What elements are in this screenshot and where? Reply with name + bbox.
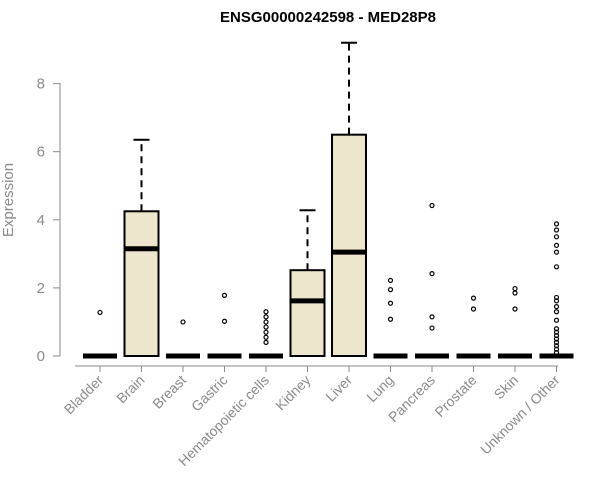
box-group [498, 285, 532, 359]
outlier-point [512, 285, 518, 292]
outlier-point [553, 304, 560, 310]
outlier-point [263, 329, 269, 335]
outlier-point [387, 287, 394, 293]
outlier-point [553, 326, 560, 332]
box-iqr [331, 133, 367, 357]
outlier-point [387, 277, 394, 284]
y-tick-label: 0 [37, 348, 45, 365]
outlier-point [553, 294, 560, 301]
x-tick-label: Lung [363, 372, 396, 405]
outlier-point [553, 227, 560, 233]
outlier-point [429, 202, 435, 209]
x-tick-label: Breast [149, 372, 189, 412]
outlier-point [263, 324, 269, 330]
outlier-point [221, 292, 228, 298]
outlier-point [429, 270, 435, 277]
box-group [166, 319, 200, 359]
y-tick-label: 8 [37, 76, 45, 93]
boxes-layer [83, 41, 574, 359]
x-tick-label: Unknown / Other [477, 372, 563, 458]
outlier-point [512, 306, 518, 312]
x-tick-label: Liver [322, 372, 355, 405]
outlier-point [553, 221, 560, 227]
y-ticks: 0 2 4 6 8 [37, 76, 60, 365]
outlier-point [387, 316, 394, 322]
x-tick-label: Kidney [272, 372, 314, 414]
y-tick-label: 2 [37, 280, 45, 297]
box-group [373, 277, 408, 359]
outlier-point [387, 300, 394, 306]
box-group [456, 295, 491, 359]
outlier-point [263, 339, 269, 345]
box-group [207, 292, 242, 359]
outlier-point [221, 318, 228, 324]
y-tick-label: 6 [37, 144, 45, 161]
x-tick-label: Bladder [61, 372, 107, 418]
outlier-point [263, 309, 269, 315]
outlier-point [470, 306, 477, 312]
outlier-point [470, 295, 477, 301]
box-group [249, 309, 283, 359]
box-group [289, 209, 326, 357]
outlier-point [553, 249, 560, 255]
outlier-point [263, 319, 269, 325]
outlier-point [263, 314, 269, 320]
x-tick-label: Prostate [431, 372, 479, 420]
outlier-point [429, 314, 435, 320]
y-tick-label: 4 [37, 212, 45, 229]
outlier-point [180, 319, 186, 325]
box-group [415, 202, 449, 359]
outlier-point [553, 264, 560, 270]
box-group [331, 41, 367, 357]
box-iqr [289, 269, 326, 357]
y-axis-label: Expression [0, 163, 17, 237]
box-group [83, 309, 117, 359]
outlier-point [429, 325, 435, 331]
outlier-point [553, 242, 560, 248]
outlier-point [263, 334, 269, 340]
chart-title: ENSG00000242598 - MED28P8 [220, 9, 436, 26]
outlier-point [97, 309, 103, 316]
outlier-point [553, 317, 560, 323]
box-iqr [123, 210, 160, 357]
x-tick-label: Skin [491, 372, 522, 403]
outlier-point [553, 309, 560, 315]
box-group [539, 221, 574, 359]
box-group [123, 138, 160, 357]
x-tick-label: Brain [113, 372, 147, 406]
outlier-point [512, 290, 518, 296]
outlier-point [553, 234, 560, 240]
